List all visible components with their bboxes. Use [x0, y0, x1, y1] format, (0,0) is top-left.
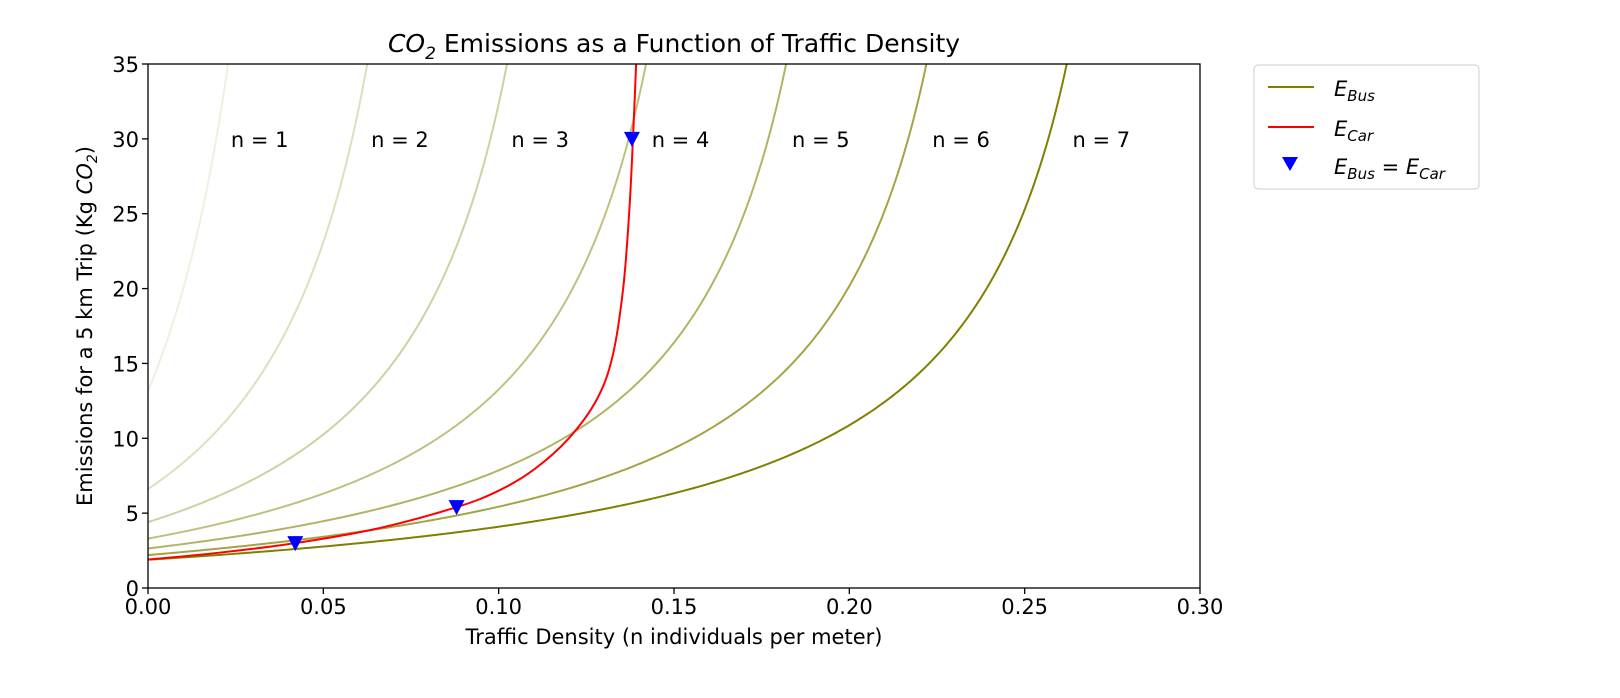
n-label-3: n = 3 [511, 128, 569, 152]
legend-box [1253, 64, 1480, 190]
y-axis-ticks: 0 5 10 15 20 25 30 35 [112, 53, 148, 601]
legend-item-equal: EBus = ECar [1282, 155, 1446, 183]
x-tick-label: 0.25 [1001, 595, 1048, 619]
plot-area [148, 64, 1200, 588]
y-tick-label: 5 [126, 502, 139, 526]
x-tick-label: 0.30 [1177, 595, 1224, 619]
x-tick-label: 0.10 [475, 595, 522, 619]
intersection-marker-icon [623, 131, 640, 147]
legend-item-car: ECar [1268, 117, 1374, 145]
y-tick-label: 10 [112, 427, 139, 451]
bus-series-group [148, 64, 1068, 561]
y-tick-label: 20 [112, 278, 139, 302]
legend-bus-label: EBus [1334, 77, 1375, 105]
chart-title: CO2 Emissions as a Function of Traffic D… [388, 29, 960, 64]
y-tick-label: 0 [126, 577, 139, 601]
x-axis-label: Traffic Density (n individuals per meter… [465, 625, 883, 649]
n-labels-group: n = 1 n = 2 n = 3 n = 4 n = 5 n = 6 n = 7 [231, 128, 1130, 152]
bus-curve-n2 [148, 64, 369, 490]
bus-curve-n5 [148, 64, 788, 550]
legend-item-bus: EBus [1268, 77, 1375, 105]
legend-car-label: ECar [1334, 117, 1374, 145]
y-tick-label: 35 [112, 53, 139, 77]
bus-curve-n7 [148, 64, 1068, 561]
y-tick-label: 15 [112, 352, 139, 376]
x-axis-ticks: 0.00 0.05 0.10 0.15 0.20 0.25 0.30 [125, 588, 1224, 619]
y-axis-label: Emissions for a 5 km Trip (Kg CO2) [73, 146, 101, 506]
n-label-1: n = 1 [231, 128, 289, 152]
intersection-marker-icon [448, 500, 465, 516]
x-tick-label: 0.05 [300, 595, 347, 619]
intersection-marker-icon [287, 536, 304, 552]
bus-curve-n6 [148, 64, 928, 557]
bus-curve-n1 [148, 64, 230, 392]
intersection-markers-group [287, 131, 640, 552]
n-label-6: n = 6 [932, 128, 990, 152]
legend: EBus ECar EBus = ECar [1253, 64, 1480, 190]
x-tick-label: 0.15 [651, 595, 698, 619]
n-label-2: n = 2 [371, 128, 429, 152]
x-tick-label: 0.20 [826, 595, 873, 619]
y-tick-label: 30 [112, 128, 139, 152]
n-label-4: n = 4 [652, 128, 710, 152]
n-label-7: n = 7 [1073, 128, 1131, 152]
bus-curve-n4 [148, 64, 648, 540]
bus-curve-n3 [148, 64, 509, 524]
n-label-5: n = 5 [792, 128, 850, 152]
y-tick-label: 25 [112, 203, 139, 227]
triangle-down-marker-icon [1282, 157, 1298, 171]
x-tick-label: 0.00 [125, 595, 172, 619]
legend-equal-label: EBus = ECar [1334, 155, 1446, 183]
